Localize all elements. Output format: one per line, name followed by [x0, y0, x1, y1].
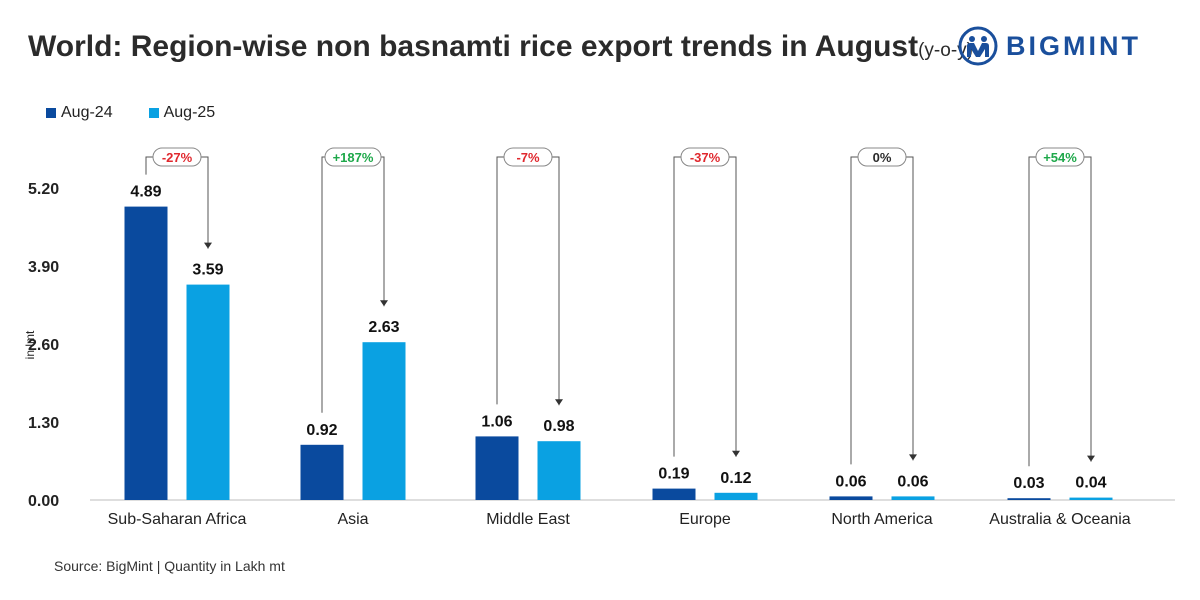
change-pill — [1035, 147, 1085, 167]
change-label: -37% — [690, 150, 721, 165]
data-label-aug-24: 0.03 — [1013, 475, 1044, 492]
data-label-aug-24: 0.92 — [306, 422, 337, 439]
bar-aug-24 — [652, 488, 696, 500]
change-connector — [1028, 156, 1092, 467]
change-label: +54% — [1043, 150, 1077, 165]
x-category-label: North America — [831, 511, 932, 528]
legend-swatch-aug-25 — [148, 108, 159, 118]
change-label: -7% — [516, 150, 540, 165]
change-pill — [680, 147, 730, 167]
x-category-label: Asia — [337, 511, 368, 528]
data-label-aug-25: 3.59 — [192, 262, 223, 279]
bar-aug-25 — [1069, 497, 1113, 500]
bar-aug-24 — [124, 206, 168, 500]
data-label-aug-25: 0.04 — [1075, 475, 1106, 492]
x-category-label: Europe — [679, 511, 731, 528]
bigmint-logo-text: BIGMINT — [1006, 30, 1141, 61]
legend-swatch-aug-24 — [46, 108, 56, 118]
y-tick-label: 1.30 — [28, 415, 59, 432]
change-arrowhead — [909, 454, 917, 461]
bar-aug-24 — [829, 496, 873, 500]
data-label-aug-25: 0.06 — [897, 473, 928, 490]
data-label-aug-24: 0.06 — [835, 473, 866, 490]
change-connector — [673, 156, 737, 457]
legend-item-aug-24: Aug-24 — [46, 104, 113, 122]
bar-aug-25 — [537, 441, 581, 500]
x-category-label: Australia & Oceania — [989, 511, 1131, 528]
y-axis-label: in lmt — [23, 330, 37, 359]
y-tick-label: 2.60 — [28, 337, 59, 354]
change-pill — [857, 147, 907, 167]
chart-legend: Aug-24 Aug-25 — [46, 104, 251, 122]
change-connector — [850, 156, 914, 465]
change-arrowhead — [1087, 455, 1095, 462]
bigmint-logo-icon — [958, 26, 998, 66]
source-note: Source: BigMint | Quantity in Lakh mt — [54, 558, 285, 574]
change-arrowhead — [380, 300, 388, 307]
data-label-aug-25: 0.98 — [543, 418, 574, 435]
x-category-label: Sub-Saharan Africa — [108, 511, 247, 528]
change-label: 0% — [873, 150, 892, 165]
data-label-aug-25: 0.12 — [720, 470, 751, 487]
data-label-aug-24: 4.89 — [130, 184, 161, 201]
change-label: -27% — [162, 150, 193, 165]
chart-title-text: World: Region-wise non basnamti rice exp… — [28, 30, 919, 63]
legend-label-aug-24: Aug-24 — [61, 104, 113, 121]
change-label: +187% — [333, 150, 374, 165]
bigmint-logo: BIGMINT — [958, 26, 1141, 66]
bar-aug-25 — [891, 496, 935, 500]
y-tick-label: 0.00 — [28, 493, 59, 510]
change-arrowhead — [204, 242, 212, 249]
bar-aug-25 — [714, 492, 758, 500]
bar-aug-24 — [1007, 498, 1051, 500]
change-pill — [152, 147, 202, 167]
legend-item-aug-25: Aug-25 — [148, 104, 216, 122]
x-category-label: Middle East — [486, 511, 570, 528]
y-tick-label: 5.20 — [28, 181, 59, 198]
change-connector — [496, 156, 560, 406]
y-tick-label: 3.90 — [28, 259, 59, 276]
change-arrowhead — [555, 399, 563, 406]
change-pill — [324, 147, 382, 167]
bar-aug-25 — [186, 284, 230, 500]
bar-aug-25 — [362, 342, 406, 500]
legend-label-aug-25: Aug-25 — [163, 104, 216, 121]
bar-aug-24 — [475, 436, 519, 500]
change-arrowhead — [732, 450, 740, 457]
change-pill — [503, 147, 553, 167]
data-label-aug-24: 0.19 — [658, 466, 689, 483]
data-label-aug-24: 1.06 — [481, 413, 512, 430]
chart-title: World: Region-wise non basnamti rice exp… — [28, 30, 973, 64]
bar-aug-24 — [300, 444, 344, 500]
data-label-aug-25: 2.63 — [368, 319, 399, 336]
